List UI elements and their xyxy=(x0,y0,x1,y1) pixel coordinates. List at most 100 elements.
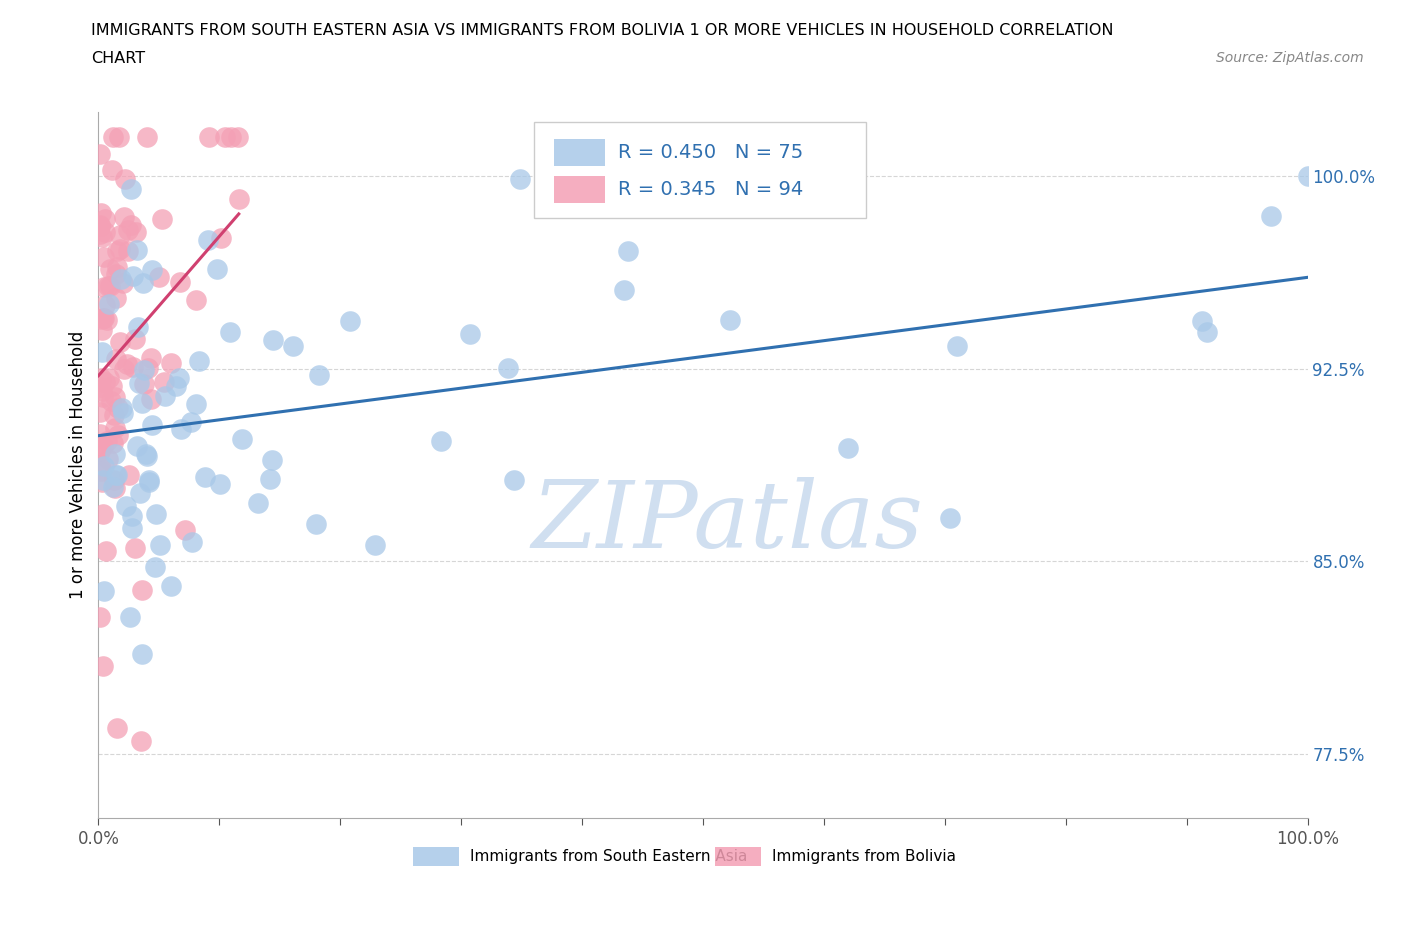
Point xyxy=(111,275,134,290)
Point xyxy=(129,485,152,500)
Text: Immigrants from Bolivia: Immigrants from Bolivia xyxy=(772,849,956,864)
Point xyxy=(89,227,111,242)
Point xyxy=(107,468,129,483)
Point xyxy=(108,228,131,243)
Point xyxy=(101,479,124,494)
Point xyxy=(219,130,242,145)
Text: IMMIGRANTS FROM SOUTH EASTERN ASIA VS IMMIGRANTS FROM BOLIVIA 1 OR MORE VEHICLES: IMMIGRANTS FROM SOUTH EASTERN ASIA VS IM… xyxy=(91,23,1114,38)
Point xyxy=(112,209,135,224)
Point xyxy=(281,339,304,353)
Point xyxy=(114,172,136,187)
Point xyxy=(509,172,531,187)
Point xyxy=(111,401,134,416)
Point xyxy=(110,272,132,286)
Point xyxy=(503,473,526,488)
Point xyxy=(180,414,202,429)
Point xyxy=(131,646,153,661)
Point xyxy=(718,312,741,327)
Point xyxy=(90,206,112,220)
Point xyxy=(136,360,159,375)
Point xyxy=(117,243,139,258)
Point xyxy=(143,560,166,575)
Point xyxy=(458,326,481,341)
Point xyxy=(209,231,232,246)
Point xyxy=(173,523,195,538)
Point xyxy=(90,312,112,326)
Point xyxy=(613,282,636,297)
Point xyxy=(149,538,172,552)
Point xyxy=(194,470,217,485)
Point xyxy=(153,375,176,390)
Point xyxy=(89,458,111,472)
Point xyxy=(103,472,125,487)
Point xyxy=(616,244,638,259)
Point xyxy=(104,420,127,435)
Point xyxy=(167,371,190,386)
Point xyxy=(160,578,183,593)
Point xyxy=(104,468,127,483)
FancyBboxPatch shape xyxy=(554,140,605,166)
Text: CHART: CHART xyxy=(91,51,145,66)
Point xyxy=(97,297,120,312)
Point xyxy=(91,384,114,399)
Point xyxy=(91,344,114,359)
Point xyxy=(105,291,128,306)
Point xyxy=(107,401,129,416)
FancyBboxPatch shape xyxy=(534,122,866,218)
Point xyxy=(259,472,281,486)
Point xyxy=(141,351,163,365)
Point xyxy=(104,267,127,282)
Point xyxy=(138,474,160,489)
Point xyxy=(170,421,193,436)
Point xyxy=(214,130,236,145)
Y-axis label: 1 or more Vehicles in Household: 1 or more Vehicles in Household xyxy=(69,331,87,599)
Point xyxy=(98,279,121,294)
Point xyxy=(103,435,125,450)
Point xyxy=(89,218,111,232)
Point xyxy=(91,389,114,404)
Point xyxy=(125,243,148,258)
Point xyxy=(89,437,111,452)
Point xyxy=(91,439,114,454)
Point xyxy=(93,472,115,487)
Point xyxy=(91,311,114,325)
Text: ZIPatlas: ZIPatlas xyxy=(531,476,924,566)
Point xyxy=(1260,209,1282,224)
Point xyxy=(141,418,163,432)
Point xyxy=(89,610,111,625)
Point xyxy=(197,130,219,145)
Point xyxy=(305,517,328,532)
Point xyxy=(121,521,143,536)
Point xyxy=(231,432,253,446)
Point xyxy=(122,269,145,284)
Point xyxy=(104,447,127,462)
Point xyxy=(165,379,187,393)
Point xyxy=(308,367,330,382)
Point xyxy=(134,362,156,377)
Point xyxy=(115,356,138,371)
Point xyxy=(89,444,111,458)
Point xyxy=(108,130,131,145)
Point xyxy=(96,433,118,448)
Point xyxy=(226,130,249,145)
Point xyxy=(141,262,163,277)
Point xyxy=(197,232,219,247)
Point xyxy=(100,393,122,408)
Point xyxy=(120,218,142,232)
Point xyxy=(1296,168,1319,183)
Point xyxy=(117,468,139,483)
Point xyxy=(129,734,152,749)
Point xyxy=(104,390,127,405)
Point xyxy=(128,376,150,391)
Point xyxy=(94,298,117,312)
Text: R = 0.450   N = 75: R = 0.450 N = 75 xyxy=(619,143,804,162)
Point xyxy=(93,459,115,474)
Point xyxy=(247,495,270,510)
Point xyxy=(93,311,115,325)
Point xyxy=(364,538,387,552)
Point xyxy=(93,279,115,294)
Point xyxy=(112,362,135,377)
Point xyxy=(124,332,146,347)
Point xyxy=(94,211,117,226)
Point xyxy=(180,535,202,550)
